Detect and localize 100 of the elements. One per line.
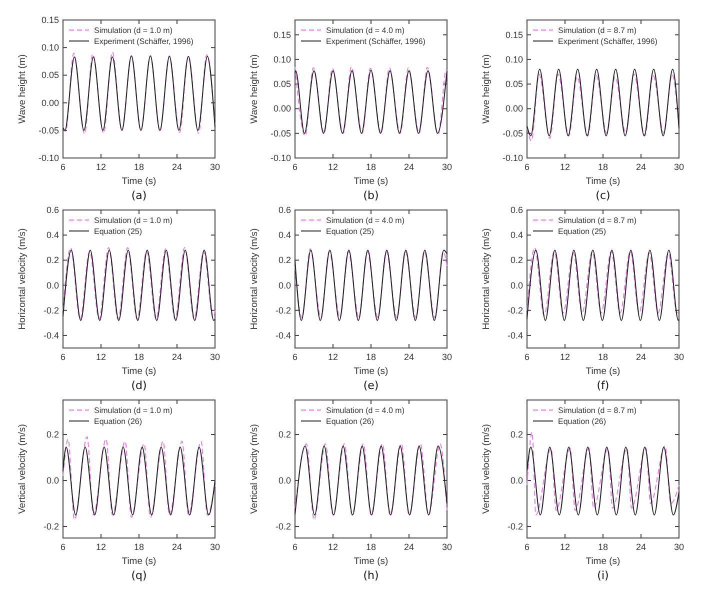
text: (d) xyxy=(131,379,147,392)
x-tick-label: 12 xyxy=(560,542,570,552)
x-axis-title: Time (s) xyxy=(122,556,156,567)
legend-label: Experiment (Schäffer, 1996) xyxy=(94,37,194,46)
x-tick-label: 30 xyxy=(210,162,220,172)
legend-label: Simulation (d = 8.7 m) xyxy=(558,216,637,225)
x-tick-label: 30 xyxy=(442,162,452,172)
x-tick-label: 12 xyxy=(96,352,106,362)
x-tick-label: 18 xyxy=(134,542,144,552)
y-tick-label: 0.10 xyxy=(41,42,59,53)
x-tick-label: 24 xyxy=(172,162,182,172)
x-tick-label: 24 xyxy=(636,352,646,362)
y-tick-label: -0.05 xyxy=(502,128,523,138)
y-tick-label: 0.15 xyxy=(273,30,291,40)
y-axis-title: Wave height (m) xyxy=(17,54,28,124)
x-tick-label: 30 xyxy=(674,352,684,362)
y-tick-label: 0.0 xyxy=(46,280,59,290)
y-tick-label: 0.00 xyxy=(505,104,523,114)
y-tick-label: 0.05 xyxy=(41,70,59,80)
x-tick-label: 18 xyxy=(598,352,608,362)
y-tick-label: 0.2 xyxy=(46,255,59,266)
y-tick-label: -0.2 xyxy=(507,522,523,532)
y-tick-label: -0.2 xyxy=(275,305,291,316)
x-tick-label: 12 xyxy=(328,542,338,552)
y-tick-label: 0.2 xyxy=(278,255,291,266)
y-tick-label: -0.10 xyxy=(502,153,523,163)
y-tick-label: 0.0 xyxy=(278,476,291,486)
y-tick-label: 0.10 xyxy=(273,54,291,64)
x-tick-label: 18 xyxy=(366,542,376,552)
text: (c) xyxy=(596,189,610,202)
y-tick-label: 0.4 xyxy=(46,230,59,240)
x-tick-label: 6 xyxy=(292,542,298,552)
x-tick-label: 18 xyxy=(366,162,376,172)
x-tick-label: 30 xyxy=(442,542,452,552)
x-tick-label: 18 xyxy=(366,352,376,362)
x-axis-title: Time (s) xyxy=(354,366,388,377)
line-series xyxy=(526,446,680,516)
legend-label: Simulation (d = 4.0 m) xyxy=(326,26,405,35)
y-tick-label: -0.10 xyxy=(270,153,291,163)
y-tick-label: 0.0 xyxy=(510,476,523,486)
legend-label: Experiment (Schäffer, 1996) xyxy=(558,37,658,46)
y-tick-label: -0.2 xyxy=(43,522,59,532)
legend-label: Simulation (d = 1.0 m) xyxy=(94,26,173,35)
x-tick-label: 24 xyxy=(172,542,182,552)
x-tick-label: 12 xyxy=(560,162,570,172)
legend-label: Equation (25) xyxy=(558,227,606,236)
y-tick-label: 0.2 xyxy=(510,430,523,440)
legend-label: Equation (26) xyxy=(326,417,374,426)
x-tick-label: 12 xyxy=(560,352,570,362)
y-axis-title: Horizontal velocity (m/s) xyxy=(249,228,260,330)
y-tick-label: 0.0 xyxy=(46,476,59,486)
x-axis-title: Time (s) xyxy=(354,556,388,567)
x-tick-label: 24 xyxy=(172,352,182,362)
y-axis-title: Wave height (m) xyxy=(481,54,492,124)
x-axis-title: Time (s) xyxy=(122,366,156,377)
x-axis-title: Time (s) xyxy=(586,366,620,377)
x-tick-label: 24 xyxy=(404,352,414,362)
y-tick-label: 0.2 xyxy=(46,430,59,440)
x-tick-label: 12 xyxy=(328,162,338,172)
x-tick-label: 24 xyxy=(404,162,414,172)
x-tick-label: 30 xyxy=(442,352,452,362)
x-tick-label: 12 xyxy=(96,162,106,172)
y-tick-label: 0.05 xyxy=(505,79,523,90)
y-tick-label: 0.15 xyxy=(505,30,523,40)
x-tick-label: 30 xyxy=(210,542,220,552)
x-tick-label: 6 xyxy=(60,352,66,362)
y-tick-label: -0.2 xyxy=(507,305,523,316)
x-tick-label: 30 xyxy=(674,542,684,552)
x-tick-label: 18 xyxy=(598,162,608,172)
y-tick-label: 0.6 xyxy=(510,205,523,215)
y-tick-label: 0.2 xyxy=(278,430,291,440)
y-axis-title: Horizontal velocity (m/s) xyxy=(17,228,28,330)
x-tick-label: 18 xyxy=(598,542,608,552)
y-tick-label: -0.05 xyxy=(270,128,291,138)
text: (f) xyxy=(596,379,610,392)
legend-label: Equation (25) xyxy=(326,227,374,236)
y-tick-label: 0.2 xyxy=(510,255,523,266)
line-series xyxy=(62,446,216,516)
x-axis-title: Time (s) xyxy=(586,176,620,187)
y-tick-label: 0.0 xyxy=(510,280,523,290)
y-tick-label: 0.10 xyxy=(505,54,523,64)
y-tick-label: 0.05 xyxy=(273,79,291,90)
legend-label: Simulation (d = 8.7 m) xyxy=(558,406,637,415)
text: (b) xyxy=(363,189,379,202)
legend-label: Simulation (d = 1.0 m) xyxy=(94,216,173,225)
y-tick-label: -0.2 xyxy=(43,305,59,316)
legend-label: Simulation (d = 4.0 m) xyxy=(326,406,405,415)
text: (a) xyxy=(131,189,147,202)
x-tick-label: 30 xyxy=(210,352,220,362)
y-tick-label: 0.6 xyxy=(46,205,59,215)
y-axis-title: Vertical velocity (m/s) xyxy=(17,424,28,514)
y-axis-title: Horizontal velocity (m/s) xyxy=(481,228,492,330)
x-axis-title: Time (s) xyxy=(354,176,388,187)
legend-label: Equation (26) xyxy=(558,417,606,426)
legend-label: Equation (26) xyxy=(94,417,142,426)
y-tick-label: 0.6 xyxy=(278,205,291,215)
text: (i) xyxy=(597,569,609,582)
x-tick-label: 6 xyxy=(60,162,66,172)
y-tick-label: -0.4 xyxy=(507,330,523,340)
y-tick-label: -0.10 xyxy=(38,153,59,163)
